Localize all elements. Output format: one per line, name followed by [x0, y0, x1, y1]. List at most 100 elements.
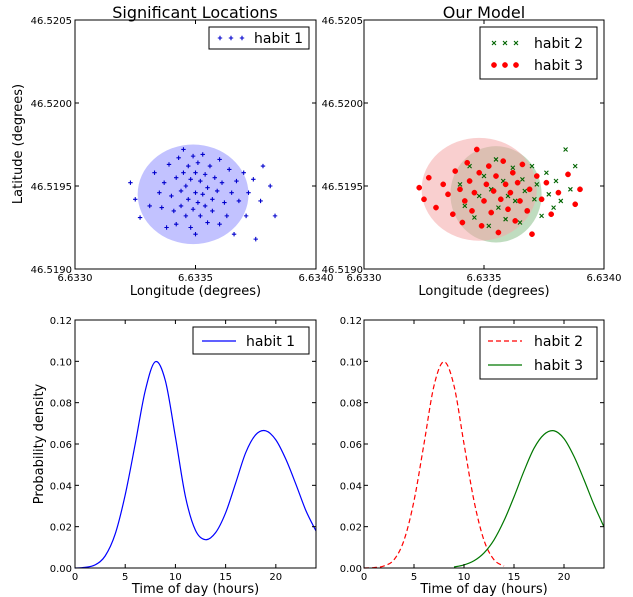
circle-marker [514, 179, 521, 186]
circle-marker [421, 196, 427, 203]
circle-marker [433, 204, 439, 211]
plus-marker [229, 190, 234, 195]
circle-marker [526, 186, 533, 193]
circle-marker [524, 208, 531, 214]
circle-marker [485, 163, 492, 169]
plus-marker [210, 197, 215, 202]
circle-marker [555, 189, 562, 196]
plus-marker [178, 188, 184, 194]
circle-marker [505, 206, 511, 213]
chart-title: Significant Locations [112, 3, 278, 22]
plus-marker [207, 163, 213, 169]
series-line [74, 360, 317, 569]
x-tick-label: 20 [269, 572, 282, 583]
plus-marker [169, 193, 174, 199]
x-tick-label: 6.6340 [587, 273, 622, 284]
y-tick-label: 0.06 [50, 440, 72, 451]
x-tick-label: 15 [508, 572, 521, 583]
axis-ticks [363, 319, 604, 569]
plus-marker [258, 198, 263, 204]
plus-marker [181, 147, 186, 152]
plus-marker [205, 185, 210, 190]
x-marker [513, 40, 519, 46]
plus-marker [147, 203, 152, 209]
plus-marker [183, 213, 189, 219]
plus-marker [164, 225, 169, 230]
circle-marker [481, 198, 487, 204]
plus-marker [212, 175, 217, 180]
circle-marker [495, 229, 502, 236]
x-marker [472, 215, 477, 220]
circle-marker [502, 181, 509, 188]
x-marker [502, 40, 508, 46]
x-axis-label: Time of day (hours) [419, 582, 547, 597]
x-axis-label: Longitude (degrees) [418, 284, 549, 299]
plus-marker [243, 213, 249, 219]
y-tick-label: 46.5205 [31, 16, 72, 27]
circle-marker [513, 62, 519, 68]
legend-label: habit 2 [534, 36, 583, 52]
axis-ticks [74, 319, 316, 569]
y-tick-label: 46.5200 [322, 99, 363, 110]
x-marker [491, 40, 497, 46]
legend-box [208, 26, 310, 50]
x-marker [486, 223, 492, 229]
circle-marker [517, 198, 523, 204]
plus-marker [198, 213, 203, 219]
circle-marker [457, 186, 463, 193]
circle-marker [449, 211, 456, 218]
legend: habit 2 habit 3 [479, 26, 598, 80]
y-tick-label: 0.04 [50, 481, 72, 492]
circle-marker [497, 196, 504, 203]
x-marker [563, 147, 568, 152]
plus-marker [183, 183, 189, 189]
circle-marker [577, 186, 583, 193]
circle-marker [502, 62, 508, 68]
legend-marker [491, 40, 519, 46]
x-marker [517, 220, 523, 225]
y-tick-label: 46.5195 [322, 182, 363, 193]
y-tick-label: 0.10 [340, 357, 362, 368]
circle-marker [471, 189, 478, 196]
circle-marker [507, 189, 514, 196]
legend-box [479, 326, 598, 380]
legend-label: habit 3 [534, 58, 583, 74]
plus-marker [224, 213, 230, 219]
y-tick-label: 0.12 [340, 316, 362, 327]
plus-marker [193, 190, 198, 195]
legend-label: habit 1 [254, 31, 303, 47]
circle-marker [469, 208, 475, 214]
plus-marker [171, 208, 177, 214]
plus-marker [228, 35, 234, 41]
plus-marker [272, 213, 278, 219]
y-tick-label: 0.00 [340, 564, 362, 575]
plus-marker [176, 155, 181, 160]
legend-marker [217, 35, 245, 41]
x-marker [457, 181, 463, 187]
plus-marker [241, 170, 246, 175]
circle-marker [452, 168, 459, 174]
plus-marker [128, 180, 133, 185]
plus-marker [214, 188, 220, 194]
plus-marker [159, 205, 164, 210]
circle-marker [529, 231, 535, 237]
plus-marker [200, 192, 205, 197]
circle-marker [519, 161, 526, 168]
x-tick-label: 0 [361, 572, 367, 583]
y-tick-label: 0.04 [340, 481, 362, 492]
legend: habit 2 habit 3 [479, 326, 598, 380]
x-axis-label: Time of day (hours) [131, 582, 259, 597]
plus-marker [188, 177, 193, 182]
x-tick-label: 6.6330 [347, 273, 382, 284]
y-tick-label: 0.02 [340, 523, 362, 534]
x-marker [546, 191, 552, 197]
plus-marker [198, 178, 203, 184]
circle-marker [548, 211, 555, 218]
plus-marker [200, 152, 205, 157]
x-axis-label: Longitude (degrees) [130, 284, 261, 299]
y-tick-label: 0.00 [50, 564, 72, 575]
x-marker [462, 203, 468, 209]
circle-marker [440, 181, 447, 188]
circle-marker [461, 198, 468, 204]
plus-marker [174, 221, 179, 227]
